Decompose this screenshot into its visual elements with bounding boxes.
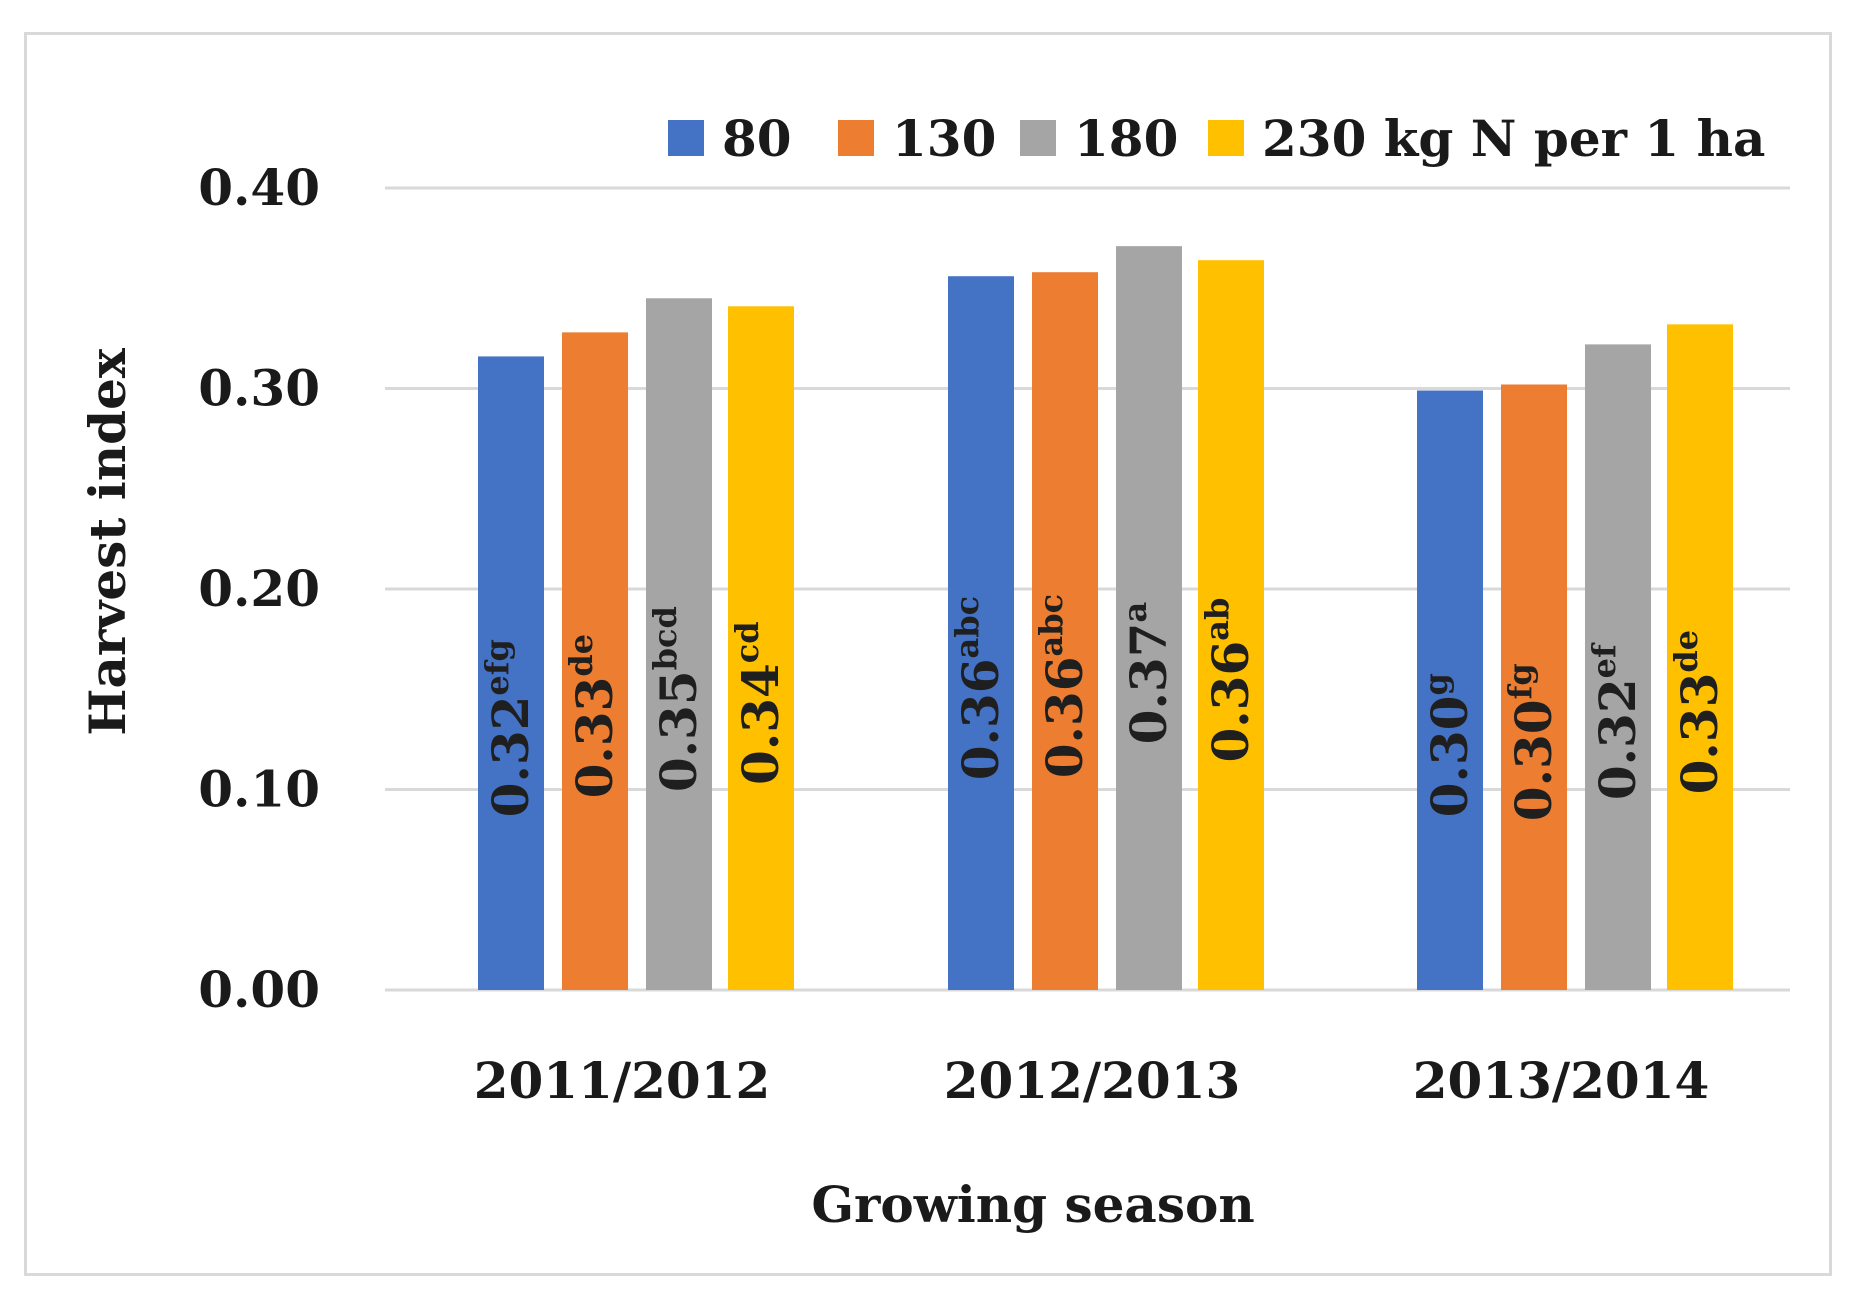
- y-tick-label: 0.10: [198, 760, 320, 819]
- legend-label: 180: [1074, 109, 1178, 168]
- bar-180-2013/2014: [1585, 344, 1651, 990]
- bar-data-label: 0.30fg: [1501, 663, 1563, 821]
- legend-label: 130: [892, 109, 996, 168]
- bar-80-2013/2014: [1417, 390, 1483, 990]
- bar-data-label: 0.36ab: [1198, 598, 1260, 763]
- y-tick-label: 0.20: [198, 559, 320, 618]
- bar-80-2012/2013: [948, 276, 1014, 991]
- y-axis-label: Harvest index: [78, 347, 137, 736]
- legend-swatch: [838, 120, 874, 156]
- bar-130-2011/2012: [562, 332, 628, 990]
- bar-data-label: 0.32ef: [1585, 642, 1647, 800]
- bar-data-label: 0.36abc: [948, 596, 1010, 780]
- bar-data-label: 0.34cd: [728, 621, 790, 785]
- bar-data-label: 0.30g: [1417, 673, 1479, 817]
- x-tick-labels: 2011/2012 2012/2013 2013/2014: [474, 1051, 1710, 1110]
- bar-data-label: 0.33de: [562, 634, 624, 799]
- bar-data-label: 0.35bcd: [646, 606, 708, 792]
- bar-180-2012/2013: [1116, 246, 1182, 990]
- legend-swatch: [1208, 120, 1244, 156]
- x-axis-label: Growing season: [811, 1175, 1254, 1234]
- bar-data-label: 0.33de: [1667, 630, 1729, 795]
- bar-230-2013/2014: [1667, 324, 1733, 991]
- legend-label: 230 kg N per 1 ha: [1262, 109, 1765, 168]
- bar-130-2013/2014: [1501, 384, 1567, 990]
- y-tick-label: 0.00: [198, 960, 320, 1019]
- y-tick-labels: 0.00 0.10 0.20 0.30 0.40: [198, 158, 320, 1019]
- bar-130-2012/2013: [1032, 272, 1098, 991]
- bar-180-2011/2012: [646, 298, 712, 990]
- legend-swatch: [1020, 120, 1056, 156]
- x-tick-label: 2011/2012: [474, 1051, 771, 1110]
- bar-data-label: 0.32efg: [478, 639, 540, 817]
- x-tick-label: 2012/2013: [944, 1051, 1241, 1110]
- bars: [478, 246, 1733, 991]
- legend: 80 130 180 230 kg N per 1 ha: [668, 109, 1765, 168]
- y-tick-label: 0.30: [198, 359, 320, 418]
- legend-label: 80: [722, 109, 792, 168]
- bar-data-label: 0.36abc: [1032, 594, 1094, 778]
- bar-230-2011/2012: [728, 306, 794, 990]
- bar-data-labels: 0.32efg 0.36abc 0.30g 0.33de 0.36abc 0.30fg 0.…: [478, 594, 1729, 821]
- bar-data-label: 0.37a: [1116, 602, 1178, 745]
- bar-80-2011/2012: [478, 356, 544, 990]
- y-tick-label: 0.40: [198, 158, 320, 217]
- bar-230-2012/2013: [1198, 260, 1264, 990]
- legend-swatch: [668, 120, 704, 156]
- x-tick-label: 2013/2014: [1413, 1051, 1710, 1110]
